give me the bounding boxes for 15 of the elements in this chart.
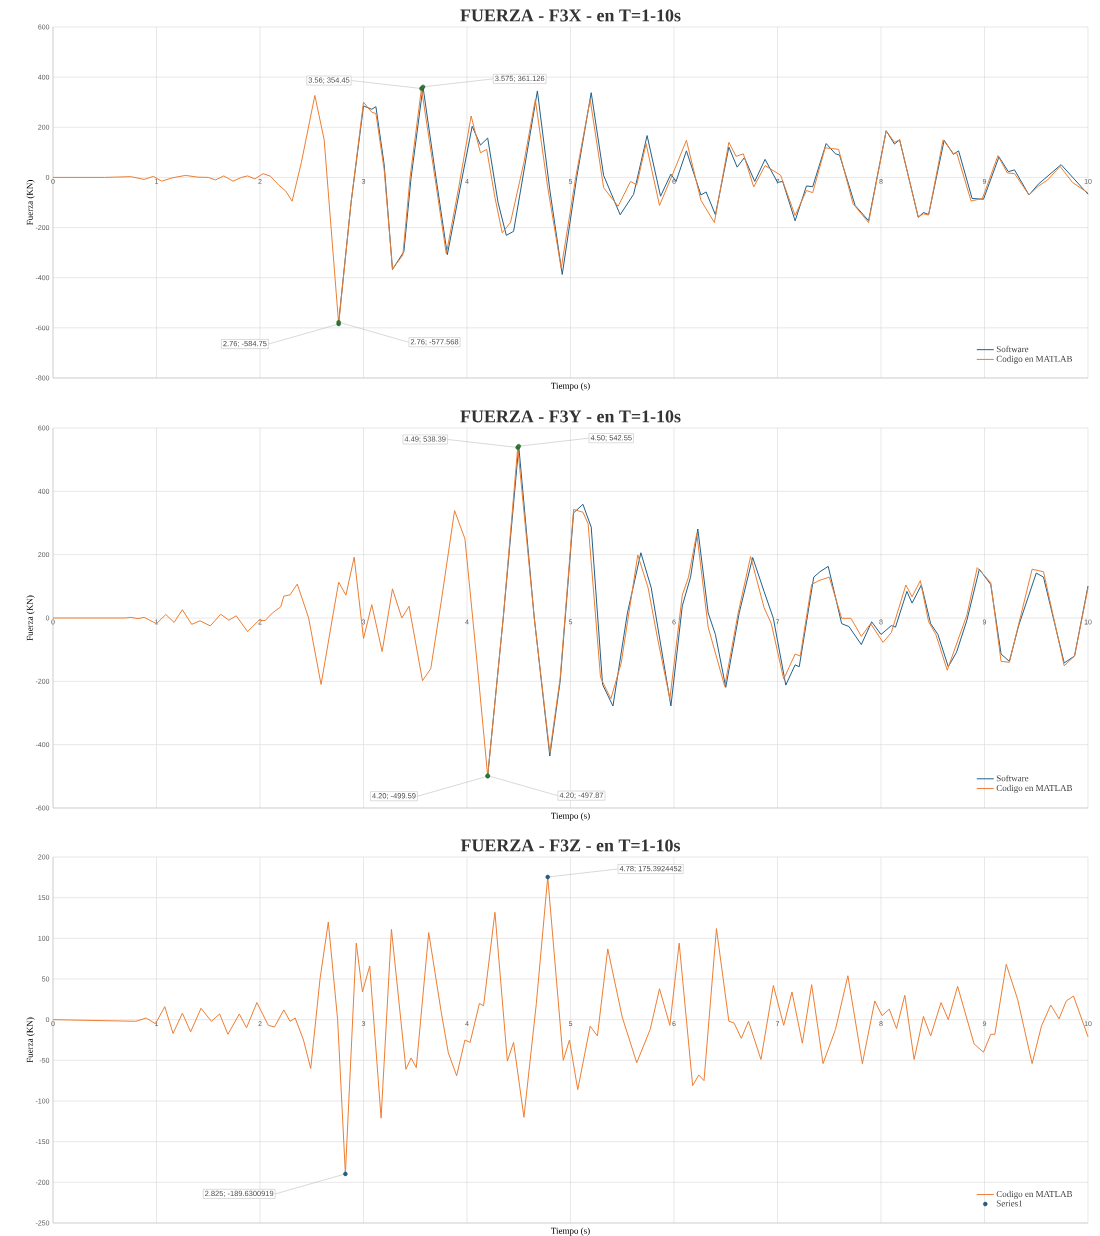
legend-label: Software xyxy=(996,345,1029,353)
legend-label: Codigo en MATLAB xyxy=(996,784,1073,793)
x-axis-title: Tiempo (s) xyxy=(551,812,590,821)
chart-title: FUERZA - F3X - en T=1-10s xyxy=(460,9,681,22)
legend-label: Codigo en MATLAB xyxy=(996,1190,1073,1199)
legend-label: Series1 xyxy=(996,1200,1023,1207)
legend-label: Software xyxy=(996,774,1029,782)
x-axis-title: Tiempo (s) xyxy=(551,1227,590,1236)
y-axis-title: Fuerza (KN) xyxy=(26,180,35,225)
chart-title: FUERZA - F3Y - en T=1-10s xyxy=(460,410,681,423)
legend-label: Codigo en MATLAB xyxy=(996,355,1073,364)
y-axis-title: Fuerza (KN) xyxy=(26,595,35,641)
x-axis-title: Tiempo (s) xyxy=(551,382,590,391)
chart-title: FUERZA - F3Z - en T=1-10s xyxy=(460,839,681,852)
y-axis-title: Fuerza (KN) xyxy=(26,1017,35,1063)
